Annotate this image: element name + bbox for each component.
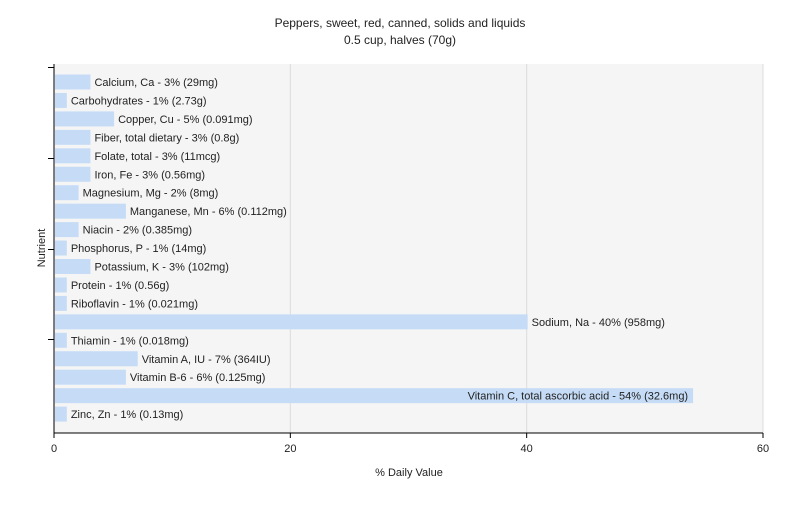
bar [55, 332, 67, 348]
bar [55, 314, 528, 330]
x-tick-label: 60 [757, 443, 769, 455]
bar-label: Potassium, K - 3% (102mg) [94, 262, 229, 274]
bar-label: Phosphorus, P - 1% (14mg) [71, 243, 207, 255]
chart-title: Peppers, sweet, red, canned, solids and … [275, 16, 526, 30]
y-axis-label: Nutrient [36, 229, 48, 268]
bar-label: Carbohydrates - 1% (2.73g) [71, 95, 207, 107]
x-tick-label: 0 [51, 443, 57, 455]
bar-label: Vitamin A, IU - 7% (364IU) [142, 354, 271, 366]
bar-label: Zinc, Zn - 1% (0.13mg) [71, 409, 183, 421]
bar [55, 277, 67, 293]
bar-label: Fiber, total dietary - 3% (0.8g) [94, 132, 239, 144]
plot-background [54, 64, 763, 433]
bar-label: Sodium, Na - 40% (958mg) [532, 317, 665, 329]
bar [55, 259, 91, 274]
chart-subtitle: 0.5 cup, halves (70g) [344, 33, 456, 47]
bar [55, 295, 67, 311]
bar [55, 222, 79, 238]
bar-label: Niacin - 2% (0.385mg) [83, 225, 192, 237]
bar-label: Folate, total - 3% (11mcg) [94, 151, 220, 163]
bar [55, 203, 126, 219]
bar-label: Manganese, Mn - 6% (0.112mg) [130, 206, 287, 218]
bar [55, 148, 91, 164]
bar [55, 240, 67, 256]
plot-area: Calcium, Ca - 3% (29mg) Carbohydrates - 1… [48, 64, 769, 455]
bar [55, 351, 138, 367]
bar [55, 185, 79, 201]
bar [55, 369, 126, 385]
bar [55, 92, 67, 108]
bar [55, 388, 694, 404]
bar-label: Thiamin - 1% (0.018mg) [71, 335, 189, 347]
bar-label: Copper, Cu - 5% (0.091mg) [118, 114, 253, 126]
bar-label: Vitamin C, total ascorbic acid - 54% (32… [468, 391, 689, 403]
bar [55, 74, 91, 90]
x-axis-label: % Daily Value [375, 467, 443, 479]
bar [55, 129, 91, 145]
x-tick-label: 40 [521, 443, 533, 455]
bar-label: Iron, Fe - 3% (0.56mg) [94, 169, 205, 181]
bar [55, 406, 67, 422]
bar [55, 166, 91, 182]
bar-label: Magnesium, Mg - 2% (8mg) [83, 188, 219, 200]
x-tick-label: 20 [284, 443, 296, 455]
bar-label: Riboflavin - 1% (0.021mg) [71, 298, 198, 310]
bar-label: Protein - 1% (0.56g) [71, 280, 169, 292]
bar [55, 111, 115, 127]
bar-label: Calcium, Ca - 3% (29mg) [94, 77, 217, 89]
bar-label: Vitamin B-6 - 6% (0.125mg) [130, 372, 266, 384]
